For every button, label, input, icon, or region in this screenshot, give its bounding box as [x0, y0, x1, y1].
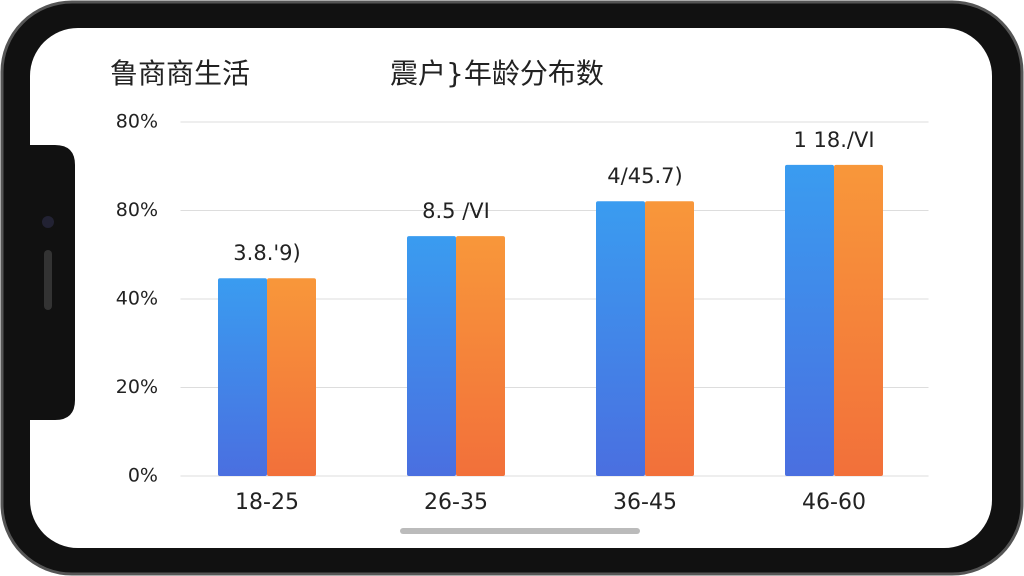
bar — [456, 236, 505, 476]
bar — [407, 236, 456, 476]
data-label: 8.5 /VI — [422, 199, 490, 223]
data-label: 3.8.'9) — [233, 241, 300, 265]
x-tick-label: 36-45 — [613, 490, 677, 515]
y-tick-label: 80% — [116, 111, 158, 133]
bar — [834, 164, 883, 477]
home-indicator — [400, 528, 640, 534]
bar — [645, 201, 694, 476]
x-tick-label: 26-35 — [424, 490, 488, 515]
bar — [218, 278, 267, 476]
x-tick-label: 18-25 — [235, 490, 299, 515]
notch — [30, 145, 75, 420]
data-label: 4/45.7) — [607, 164, 682, 188]
y-tick-label: 20% — [116, 376, 158, 398]
y-tick-label: 40% — [116, 288, 158, 310]
bar — [267, 278, 316, 476]
bar — [785, 164, 834, 477]
app-title: 鲁商商生活 — [110, 57, 250, 90]
bar — [596, 201, 645, 476]
speaker — [44, 250, 52, 310]
camera — [42, 216, 54, 228]
x-tick-label: 46-60 — [802, 490, 866, 515]
y-tick-label: 80% — [116, 199, 158, 221]
data-label: 1 18./VI — [793, 128, 874, 152]
y-tick-label: 0% — [128, 465, 158, 487]
chart-title: 震户}年龄分布数 — [390, 57, 604, 90]
